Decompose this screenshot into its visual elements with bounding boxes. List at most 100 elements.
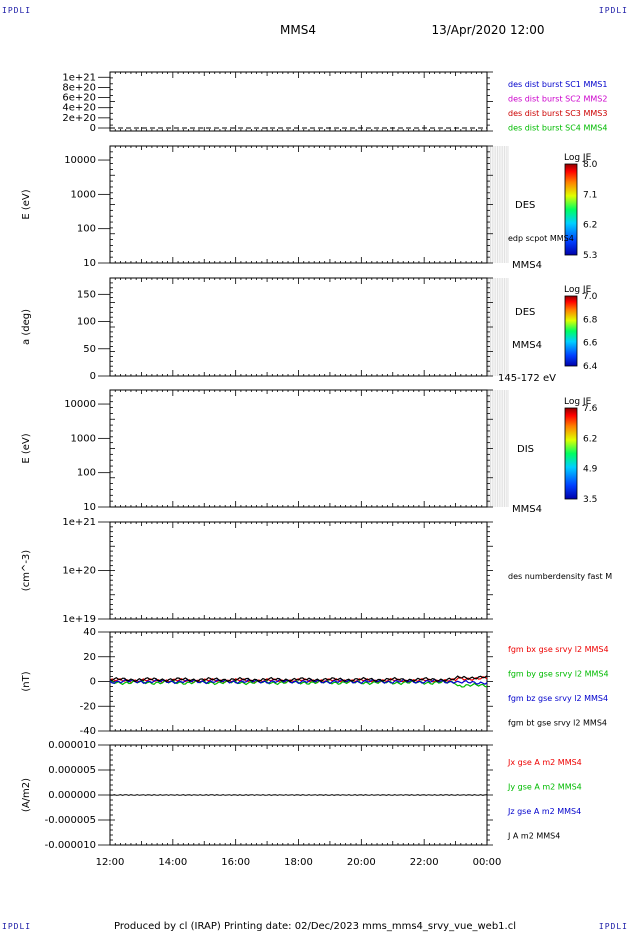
panel-label: DES — [515, 307, 535, 318]
colorbar-tick-label: 7.1 — [583, 190, 597, 200]
colorbar-tick-label: 7.6 — [583, 404, 598, 414]
field-series-line — [109, 675, 488, 683]
panel-label: MMS4 — [512, 260, 542, 271]
legend-label: des numberdensity fast M — [508, 572, 612, 581]
panel-label: MMS4 — [512, 340, 542, 351]
panel-label: 145-172 eV — [498, 373, 556, 384]
y-tick-label: 40 — [83, 627, 96, 638]
current-series-line — [109, 794, 488, 796]
colorbar-title: Log JE — [564, 397, 592, 407]
y-tick-label: 0.000010 — [48, 740, 96, 751]
y-axis-label: E (eV) — [21, 189, 32, 219]
legend-label: des dist burst SC3 MMS3 — [508, 109, 607, 118]
colorbar-title: Log JE — [564, 285, 592, 295]
panel-label: MMS4 — [512, 504, 542, 515]
y-axis-label: (A/m2) — [21, 778, 32, 812]
legend-label: des dist burst SC4 MMS4 — [508, 124, 607, 133]
legend-label: Jx gse A m2 MMS4 — [507, 758, 582, 767]
colorbar-tick-label: 6.2 — [583, 221, 597, 231]
y-tick-label: 20 — [83, 652, 96, 663]
corner-label-top-right: IPDLI — [598, 6, 628, 15]
y-tick-label: 6e+20 — [62, 93, 96, 104]
y-tick-label: 1000 — [71, 433, 96, 444]
y-tick-label: 8e+20 — [62, 82, 96, 93]
x-tick-label: 00:00 — [473, 857, 502, 868]
legend-label: fgm by gse srvy l2 MMS4 — [508, 670, 609, 679]
x-tick-label: 18:00 — [284, 857, 313, 868]
y-tick-label: 100 — [77, 468, 96, 479]
colorbar-tick-label: 6.4 — [583, 362, 598, 372]
y-tick-label: 0 — [90, 123, 96, 134]
y-tick-label: 10000 — [64, 155, 96, 166]
y-tick-label: 0 — [90, 677, 96, 688]
y-axis-label: E (eV) — [21, 433, 32, 463]
colorbar-tick-label: 7.0 — [583, 292, 598, 302]
colorbar-tick-label: 3.5 — [583, 495, 597, 505]
panel-label: DIS — [517, 444, 534, 455]
colorbar — [564, 295, 578, 367]
y-tick-label: 1e+20 — [62, 566, 96, 577]
y-tick-label: 1e+21 — [62, 72, 96, 83]
legend-label: fgm bt gse srvy l2 MMS4 — [508, 719, 607, 728]
field-series-line — [109, 678, 488, 685]
footer-text: Produced by cl (IRAP) Printing date: 02/… — [114, 921, 516, 932]
y-tick-label: -0.000010 — [45, 840, 96, 851]
x-tick-label: 20:00 — [347, 857, 376, 868]
y-tick-label: 4e+20 — [62, 103, 96, 114]
y-tick-label: 1e+21 — [62, 517, 96, 528]
x-tick-label: 14:00 — [158, 857, 187, 868]
y-axis-label: (nT) — [21, 671, 32, 691]
panel-frame — [109, 145, 488, 264]
colorbar-tick-label: 4.9 — [583, 465, 598, 475]
panel-frame — [109, 277, 488, 377]
corner-label-top-left: IPDLI — [2, 6, 32, 15]
panel-label: DES — [515, 200, 535, 211]
y-tick-label: 10000 — [64, 399, 96, 410]
y-tick-label: 1e+19 — [62, 614, 96, 625]
legend-label: fgm bx gse srvy l2 MMS4 — [508, 645, 609, 654]
x-tick-label: 22:00 — [410, 857, 439, 868]
x-tick-label: 12:00 — [96, 857, 125, 868]
y-tick-label: 50 — [83, 344, 96, 355]
x-tick-label: 16:00 — [221, 857, 250, 868]
y-tick-label: -0.000005 — [45, 815, 96, 826]
corner-label-bottom-right: IPDLI — [598, 922, 628, 931]
panel-frame — [109, 71, 488, 132]
colorbar-title: Log JE — [564, 153, 592, 163]
colorbar — [564, 407, 578, 500]
spacecraft-title: MMS4 — [280, 23, 316, 37]
legend-label: fgm bz gse srvy l2 MMS4 — [508, 694, 608, 703]
colorbar-tick-label: 6.6 — [583, 339, 598, 349]
y-tick-label: 100 — [77, 317, 96, 328]
legend-label: des dist burst SC2 MMS2 — [508, 95, 607, 104]
legend-label: J A m2 MMS4 — [507, 832, 560, 841]
y-tick-label: -40 — [80, 726, 96, 737]
y-tick-label: 0.000005 — [48, 765, 96, 776]
colorbar-tick-label: 5.3 — [583, 251, 597, 261]
y-axis-label: (cm^-3) — [21, 550, 32, 591]
y-tick-label: 2e+20 — [62, 113, 96, 124]
y-tick-label: 150 — [77, 289, 96, 300]
y-tick-label: -20 — [80, 701, 96, 712]
y-tick-label: 10 — [83, 258, 96, 269]
legend-label: Jy gse A m2 MMS4 — [507, 783, 582, 792]
panel-frame — [109, 389, 488, 508]
colorbar-tick-label: 8.0 — [583, 160, 598, 170]
datetime-title: 13/Apr/2020 12:00 — [431, 23, 544, 37]
y-tick-label: 10 — [83, 502, 96, 513]
y-tick-label: 0.000000 — [48, 790, 96, 801]
y-tick-label: 100 — [77, 224, 96, 235]
y-tick-label: 0 — [90, 371, 96, 382]
legend-label: des dist burst SC1 MMS1 — [508, 80, 607, 89]
colorbar-tick-label: 6.2 — [583, 434, 597, 444]
panel-label: edp scpot MMS4 — [508, 234, 574, 243]
legend-label: Jz gse A m2 MMS4 — [507, 807, 581, 816]
corner-label-bottom-left: IPDLI — [2, 922, 32, 931]
y-tick-label: 1000 — [71, 189, 96, 200]
colorbar-tick-label: 6.8 — [583, 315, 598, 325]
panel-frame — [109, 521, 488, 620]
colorbar — [564, 163, 578, 256]
y-axis-label: a (deg) — [21, 309, 32, 345]
